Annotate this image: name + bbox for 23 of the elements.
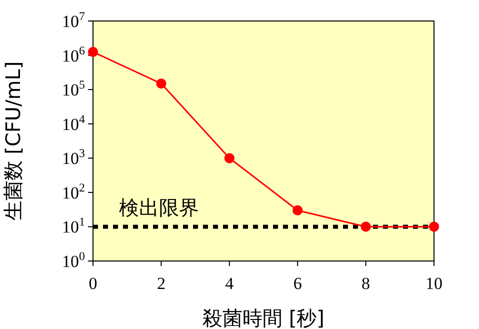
point [224, 153, 234, 164]
y-tick-label: 10$^{4}$ [62, 112, 86, 134]
point [428, 222, 440, 232]
y-tick-label: 10$^{3}$ [62, 146, 86, 168]
y-tick-label: 10$^{1}$ [62, 214, 86, 237]
y-tick-label: 10$^{6}$ [62, 43, 86, 66]
y-tick-label: 10$^{5}$ [62, 78, 86, 100]
x-axis-title: 殺菌時間 [秒] [202, 306, 324, 329]
point [88, 46, 98, 57]
x-tick-label: 6 [293, 274, 302, 293]
x-tick-label: 0 [88, 274, 98, 293]
point [360, 222, 371, 232]
ref-line-label: 検出限界 [119, 196, 199, 220]
y-tick-label: 10$^{0}$ [62, 249, 86, 271]
x-tick-label: 4 [225, 274, 234, 293]
point [292, 205, 303, 216]
x-tick-label: 8 [362, 274, 370, 293]
x-tick-label: 2 [156, 274, 166, 293]
y-axis-title: 生菌数 [CFU/mL] [1, 61, 25, 221]
x-tick-label: 10 [426, 274, 442, 293]
point [156, 78, 166, 89]
y-tick-label: 10$^{2}$ [62, 180, 86, 202]
y-tick-label: 10$^{7}$ [62, 9, 86, 31]
